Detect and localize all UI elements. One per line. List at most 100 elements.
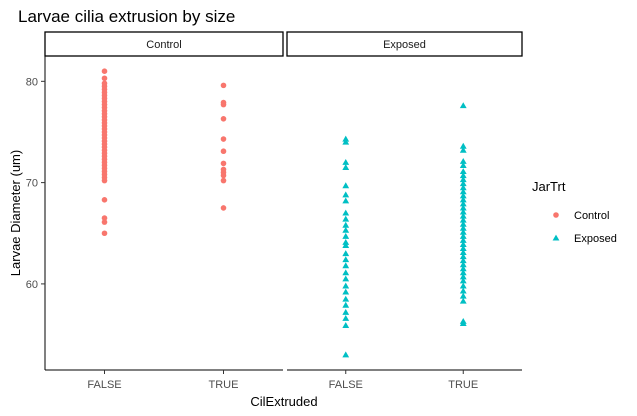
x-tick-label: FALSE: [329, 379, 363, 391]
data-point: [459, 249, 467, 256]
data-point: [459, 208, 467, 215]
data-point: [342, 242, 350, 248]
data-point: [459, 102, 467, 109]
data-point: [459, 282, 467, 289]
x-tick-label: FALSE: [87, 379, 121, 391]
data-point: [342, 197, 350, 204]
data-point: [342, 314, 350, 321]
facet-strip-exposed: [286, 31, 523, 57]
chart-title: Larvae cilia extrusion by size: [18, 7, 235, 26]
data-point: [459, 287, 467, 294]
x-tick-label: TRUE: [209, 379, 239, 391]
data-point: [342, 164, 350, 170]
data-point: [459, 236, 467, 243]
data-point: [459, 261, 467, 268]
data-point: [459, 277, 467, 284]
data-point: [220, 82, 227, 89]
data-point: [459, 297, 467, 304]
y-tick-label: 70: [26, 178, 38, 190]
data-point: [101, 230, 108, 237]
data-point: [459, 188, 467, 195]
data-point: [459, 320, 467, 326]
data-point: [342, 226, 350, 233]
facet-label-exposed: Exposed: [383, 39, 426, 51]
data-point: [342, 288, 350, 295]
data-point: [220, 205, 227, 211]
legend: [552, 212, 560, 241]
data-point: [459, 184, 467, 191]
data-point: [342, 138, 350, 145]
data-point: [342, 191, 350, 198]
data-point: [220, 101, 227, 108]
data-point: [101, 219, 108, 225]
data-point: [342, 295, 350, 302]
data-point: [342, 209, 350, 216]
legend-label-control: Control: [574, 210, 609, 222]
data-point: [101, 197, 108, 203]
x-axis-ticks: FALSE TRUE FALSE TRUE: [87, 370, 478, 391]
y-tick-label: 80: [26, 76, 38, 88]
data-point: [220, 177, 227, 184]
data-point: [459, 180, 467, 187]
data-point: [459, 273, 467, 280]
data-point: [459, 157, 467, 164]
data-point: [459, 228, 467, 235]
data-point: [342, 135, 350, 142]
facet-strip-control: [44, 31, 284, 57]
data-point: [459, 196, 467, 203]
data-point: [342, 182, 350, 189]
legend-key-exposed: [552, 234, 560, 241]
data-point: [342, 262, 350, 269]
data-point: [459, 224, 467, 231]
x-axis-title: CilExtruded: [250, 394, 317, 409]
data-point: [459, 245, 467, 252]
data-point: [342, 238, 350, 245]
facet-panel-exposed: [342, 102, 467, 358]
data-point: [101, 68, 108, 74]
data-point: [459, 292, 467, 299]
data-point: [342, 351, 350, 358]
data-point: [459, 168, 467, 175]
data-point: [342, 221, 350, 228]
data-point: [459, 192, 467, 199]
data-point: [459, 265, 467, 272]
y-tick-label: 60: [26, 279, 38, 291]
data-point: [459, 176, 467, 183]
data-point: [459, 216, 467, 223]
data-point: [459, 253, 467, 260]
data-point: [459, 269, 467, 276]
y-axis-ticks: 60 70 80: [26, 76, 45, 291]
data-point: [459, 200, 467, 207]
data-point: [459, 172, 467, 179]
data-point: [220, 136, 227, 142]
data-point: [342, 256, 350, 263]
data-point: [342, 275, 350, 282]
data-point: [220, 148, 227, 155]
data-point: [220, 116, 227, 122]
data-point: [220, 172, 227, 179]
data-point: [342, 308, 350, 315]
data-point: [459, 161, 467, 168]
facet-panel-control: [101, 68, 227, 237]
data-point: [220, 160, 227, 167]
data-point: [459, 220, 467, 227]
data-point: [459, 257, 467, 264]
data-point: [342, 301, 350, 308]
y-axis-title: Larvae Diameter (um): [8, 150, 23, 276]
legend-title: JarTrt: [532, 179, 566, 194]
facet-label-control: Control: [146, 39, 181, 51]
data-point: [342, 250, 350, 257]
data-point: [459, 232, 467, 239]
data-point: [459, 241, 467, 247]
data-point: [342, 232, 350, 239]
data-point: [101, 215, 108, 221]
data-point: [101, 177, 108, 184]
data-point: [459, 204, 467, 211]
data-point: [342, 282, 350, 289]
legend-label-exposed: Exposed: [574, 233, 617, 245]
data-point: [342, 215, 350, 222]
data-point: [459, 142, 467, 149]
data-point: [342, 158, 350, 165]
data-point: [342, 269, 350, 276]
